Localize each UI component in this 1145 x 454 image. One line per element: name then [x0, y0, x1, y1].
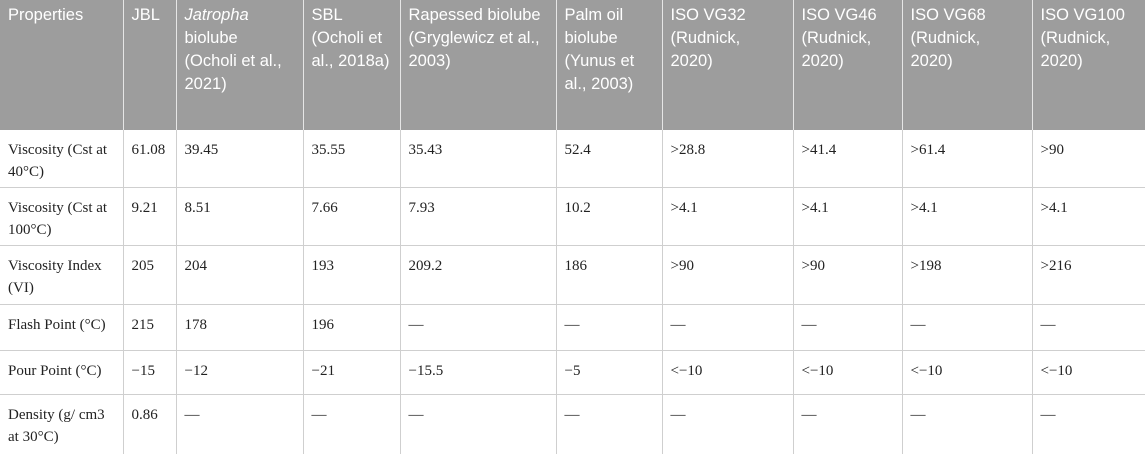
header-cell: Jatropha biolube (Ocholi et al., 2021)	[175, 0, 303, 130]
header-italic: Jatropha	[184, 6, 249, 24]
cell: —	[555, 394, 662, 454]
cell: 196	[302, 304, 400, 351]
cell: 10.2	[555, 187, 662, 246]
cell: 9.21	[122, 187, 176, 246]
cell: —	[661, 394, 793, 454]
row-label: Viscosity (Cst at 40°C)	[0, 130, 123, 188]
cell: >41.4	[792, 130, 902, 188]
cell: <−10	[792, 350, 902, 395]
cell: >90	[1031, 130, 1145, 188]
cell: —	[399, 304, 556, 351]
cell: >4.1	[792, 187, 902, 246]
cell: —	[1031, 394, 1145, 454]
table-row: Viscosity Index (VI) 205 204 193 209.2 186 >90…	[0, 245, 1145, 305]
cell: 204	[175, 245, 303, 305]
cell: 7.93	[399, 187, 556, 246]
table-row: Density (g/ cm3 at 30°C) 0.86— — — — — — — —	[0, 394, 1145, 454]
cell: >90	[792, 245, 902, 305]
cell: 7.66	[302, 187, 400, 246]
row-label: Pour Point (°C)	[0, 350, 123, 395]
header-row: Properties JBL Jatropha biolube (Ocholi et …	[0, 0, 1145, 130]
cell: −21	[302, 350, 400, 395]
cell: >4.1	[1031, 187, 1145, 246]
row-label: Viscosity Index (VI)	[0, 245, 123, 305]
cell: <−10	[1031, 350, 1145, 395]
header-cell: Palm oil biolube (Yunus et al., 2003)	[555, 0, 662, 130]
header-cell: ISO VG68 (Rudnick, 2020)	[901, 0, 1032, 130]
cell: 8.51	[175, 187, 303, 246]
cell: >4.1	[901, 187, 1032, 246]
cell: >4.1	[661, 187, 793, 246]
cell: —	[399, 394, 556, 454]
cell: 215	[122, 304, 176, 351]
table-row: Viscosity (Cst at 40°C) 61.08 39.45 35.55 35…	[0, 130, 1145, 188]
cell: >198	[901, 245, 1032, 305]
cell: —	[661, 304, 793, 351]
header-cell: JBL	[122, 0, 176, 130]
cell: —	[1031, 304, 1145, 351]
cell: −5	[555, 350, 662, 395]
cell: 35.55	[302, 130, 400, 188]
header-cell: ISO VG46 (Rudnick, 2020)	[792, 0, 902, 130]
header-cell: Properties	[0, 0, 123, 130]
header-cell: Rapessed biolube (Gryglewicz et al., 200…	[399, 0, 556, 130]
cell: 205	[122, 245, 176, 305]
row-label: Viscosity (Cst at 100°C)	[0, 187, 123, 246]
cell: 52.4	[555, 130, 662, 188]
cell: —	[792, 304, 902, 351]
row-label: Flash Point (°C)	[0, 304, 123, 351]
cell: —	[792, 394, 902, 454]
header-cell: ISO VG100 (Rudnick, 2020)	[1031, 0, 1145, 130]
header-cell: SBL (Ocholi et al., 2018a)	[302, 0, 400, 130]
cell: 61.08	[122, 130, 176, 188]
cell: —	[901, 304, 1032, 351]
cell: —	[901, 394, 1032, 454]
table-row: Pour Point (°C) −15 −12 −21 −15.5 −5 <−10 <−10 <…	[0, 350, 1145, 395]
row-label: Density (g/ cm3 at 30°C)	[0, 394, 123, 454]
cell: —	[555, 304, 662, 351]
cell: >28.8	[661, 130, 793, 188]
cell: >216	[1031, 245, 1145, 305]
cell: —	[175, 394, 303, 454]
cell: 209.2	[399, 245, 556, 305]
cell: <−10	[901, 350, 1032, 395]
table-row: Flash Point (°C) 215 178 196— — — — — —	[0, 304, 1145, 351]
cell: −15	[122, 350, 176, 395]
cell: 178	[175, 304, 303, 351]
table-row: Viscosity (Cst at 100°C) 9.21 8.51 7.66 7.93…	[0, 187, 1145, 246]
table-body: Viscosity (Cst at 40°C) 61.08 39.45 35.55 35…	[0, 130, 1145, 454]
header-cell: ISO VG32 (Rudnick, 2020)	[661, 0, 793, 130]
cell: 0.86	[122, 394, 176, 454]
cell: —	[302, 394, 400, 454]
cell: >61.4	[901, 130, 1032, 188]
cell: −12	[175, 350, 303, 395]
cell: 193	[302, 245, 400, 305]
cell: >90	[661, 245, 793, 305]
cell: −15.5	[399, 350, 556, 395]
header-text: biolube (Ocholi et al., 2021)	[184, 29, 282, 93]
cell: 35.43	[399, 130, 556, 188]
cell: <−10	[661, 350, 793, 395]
cell: 39.45	[175, 130, 303, 188]
cell: 186	[555, 245, 662, 305]
